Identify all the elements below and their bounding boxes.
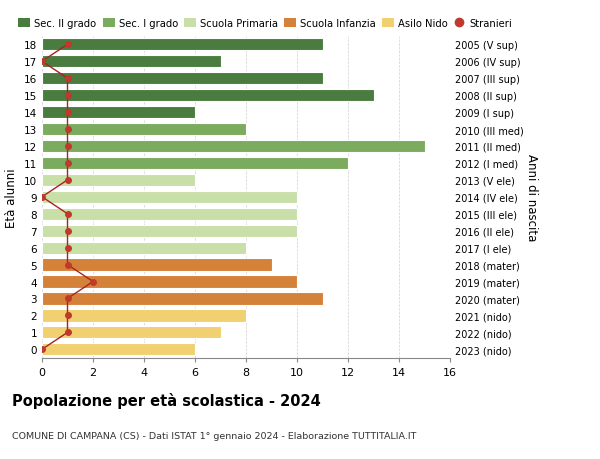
Y-axis label: Età alunni: Età alunni	[5, 168, 19, 227]
Bar	[42, 39, 323, 51]
Bar	[42, 310, 246, 322]
Bar	[42, 174, 195, 186]
Bar	[42, 90, 374, 102]
Bar	[42, 225, 297, 237]
Bar	[42, 293, 323, 305]
Bar	[42, 123, 246, 136]
Bar	[42, 242, 246, 254]
Bar	[42, 191, 297, 203]
Bar	[42, 107, 195, 119]
Bar	[42, 276, 297, 288]
Bar	[42, 259, 272, 271]
Text: COMUNE DI CAMPANA (CS) - Dati ISTAT 1° gennaio 2024 - Elaborazione TUTTITALIA.IT: COMUNE DI CAMPANA (CS) - Dati ISTAT 1° g…	[12, 431, 416, 441]
Bar	[42, 73, 323, 85]
Bar	[42, 56, 221, 68]
Bar	[42, 140, 425, 153]
Bar	[42, 343, 195, 356]
Bar	[42, 208, 297, 220]
Legend: Sec. II grado, Sec. I grado, Scuola Primaria, Scuola Infanzia, Asilo Nido, Stran: Sec. II grado, Sec. I grado, Scuola Prim…	[19, 18, 512, 28]
Bar	[42, 157, 348, 170]
Bar	[42, 326, 221, 339]
Text: Popolazione per età scolastica - 2024: Popolazione per età scolastica - 2024	[12, 392, 321, 409]
Y-axis label: Anni di nascita: Anni di nascita	[524, 154, 538, 241]
